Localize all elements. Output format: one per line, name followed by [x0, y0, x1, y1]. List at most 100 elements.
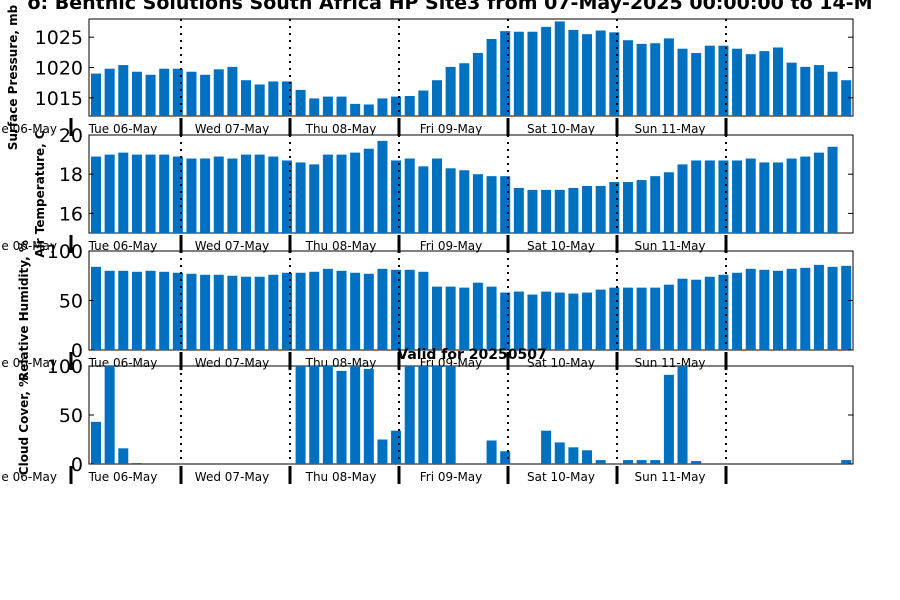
chart-panel-1: 1015 1020 1025 Surface Pressure, mb Tue 06-M…	[1, 4, 854, 150]
bar	[800, 66, 811, 116]
bar	[650, 460, 661, 464]
bar	[432, 286, 442, 350]
bar	[350, 366, 361, 464]
y-tick-label: 1025	[35, 27, 83, 49]
bar	[418, 90, 429, 116]
y-tick-label: 50	[59, 405, 83, 427]
bar	[595, 460, 606, 464]
bar	[622, 40, 633, 116]
bar	[281, 81, 292, 116]
bar	[131, 271, 142, 350]
bar	[118, 448, 129, 464]
y-tick-label: 18	[59, 164, 83, 186]
bar	[595, 185, 606, 233]
bar	[459, 170, 470, 233]
y-tick-label: 1015	[35, 88, 83, 110]
bar	[254, 154, 265, 233]
bar	[363, 273, 374, 350]
bar	[186, 158, 197, 233]
bar	[404, 158, 415, 233]
x-tick-label: Tue 06-May	[88, 470, 158, 484]
bar	[472, 52, 483, 116]
bar	[691, 461, 702, 464]
bar	[363, 148, 374, 233]
x-tick-label-clipped: e 06-May	[1, 356, 57, 370]
bar	[582, 185, 593, 233]
x-tick-label: Fri 09-May	[420, 470, 483, 484]
bar	[472, 282, 483, 350]
bar	[186, 273, 197, 350]
bar	[691, 52, 702, 116]
bar	[172, 156, 183, 233]
bar	[145, 270, 156, 350]
bar	[118, 270, 129, 350]
bar	[759, 269, 770, 350]
bar	[773, 47, 783, 116]
x-tick-label: Wed 07-May	[195, 122, 269, 136]
bar	[527, 31, 538, 117]
plot-frame	[88, 134, 854, 234]
y-axis-label: Air Temperature, C	[33, 130, 47, 258]
bar	[595, 30, 606, 116]
bar	[200, 274, 211, 350]
x-tick-label: Fri 09-May	[420, 239, 483, 253]
bar	[841, 265, 852, 350]
bar	[363, 368, 374, 464]
bar	[827, 71, 838, 116]
bar	[131, 71, 142, 116]
bar	[500, 451, 511, 464]
bar	[391, 96, 402, 116]
bar	[568, 293, 579, 350]
bar	[172, 272, 183, 350]
bar	[636, 460, 647, 464]
y-tick-label: 50	[59, 291, 83, 313]
bar	[213, 156, 224, 233]
bar	[200, 158, 211, 233]
bar	[322, 366, 333, 464]
bar	[445, 286, 456, 350]
bar	[691, 160, 702, 233]
bar	[404, 95, 415, 116]
bar	[445, 66, 456, 116]
bar	[554, 442, 565, 464]
bar	[486, 176, 497, 233]
bar	[745, 268, 756, 350]
bar	[145, 74, 156, 116]
bar	[404, 269, 415, 350]
bar	[309, 271, 320, 350]
x-tick-label: Sat 10-May	[527, 239, 595, 253]
bar	[213, 274, 224, 350]
bar	[445, 168, 456, 233]
bar	[827, 146, 838, 233]
bar	[718, 274, 729, 350]
bar	[677, 164, 688, 233]
bar	[418, 366, 429, 464]
bar	[459, 287, 470, 350]
bar	[295, 162, 306, 233]
chart-subtitle: Valid for 20250507	[397, 347, 546, 363]
bar	[445, 366, 456, 464]
bar	[677, 48, 688, 116]
bar	[200, 74, 211, 116]
bar	[350, 272, 361, 350]
y-tick-label: 0	[71, 454, 83, 476]
chart-panel-4: 0 50 100 Cloud Cover, % Tue 06-May Wed 07-May…	[1, 356, 854, 484]
bar	[800, 156, 811, 233]
chart-panels: 1015 1020 1025 Surface Pressure, mb Tue 06-M…	[1, 4, 854, 484]
bar	[732, 272, 743, 350]
bar	[241, 80, 252, 116]
bar	[377, 268, 388, 350]
bar	[91, 421, 101, 464]
bar	[118, 65, 129, 116]
bar	[554, 21, 565, 116]
bar	[636, 180, 647, 233]
x-tick-label: Thu 08-May	[305, 239, 377, 253]
bar	[650, 287, 661, 350]
bar	[432, 80, 442, 116]
bar	[541, 291, 552, 350]
bar	[213, 69, 224, 116]
bar	[636, 287, 647, 350]
bar	[91, 266, 101, 350]
bar	[568, 29, 579, 116]
bar	[773, 270, 783, 350]
